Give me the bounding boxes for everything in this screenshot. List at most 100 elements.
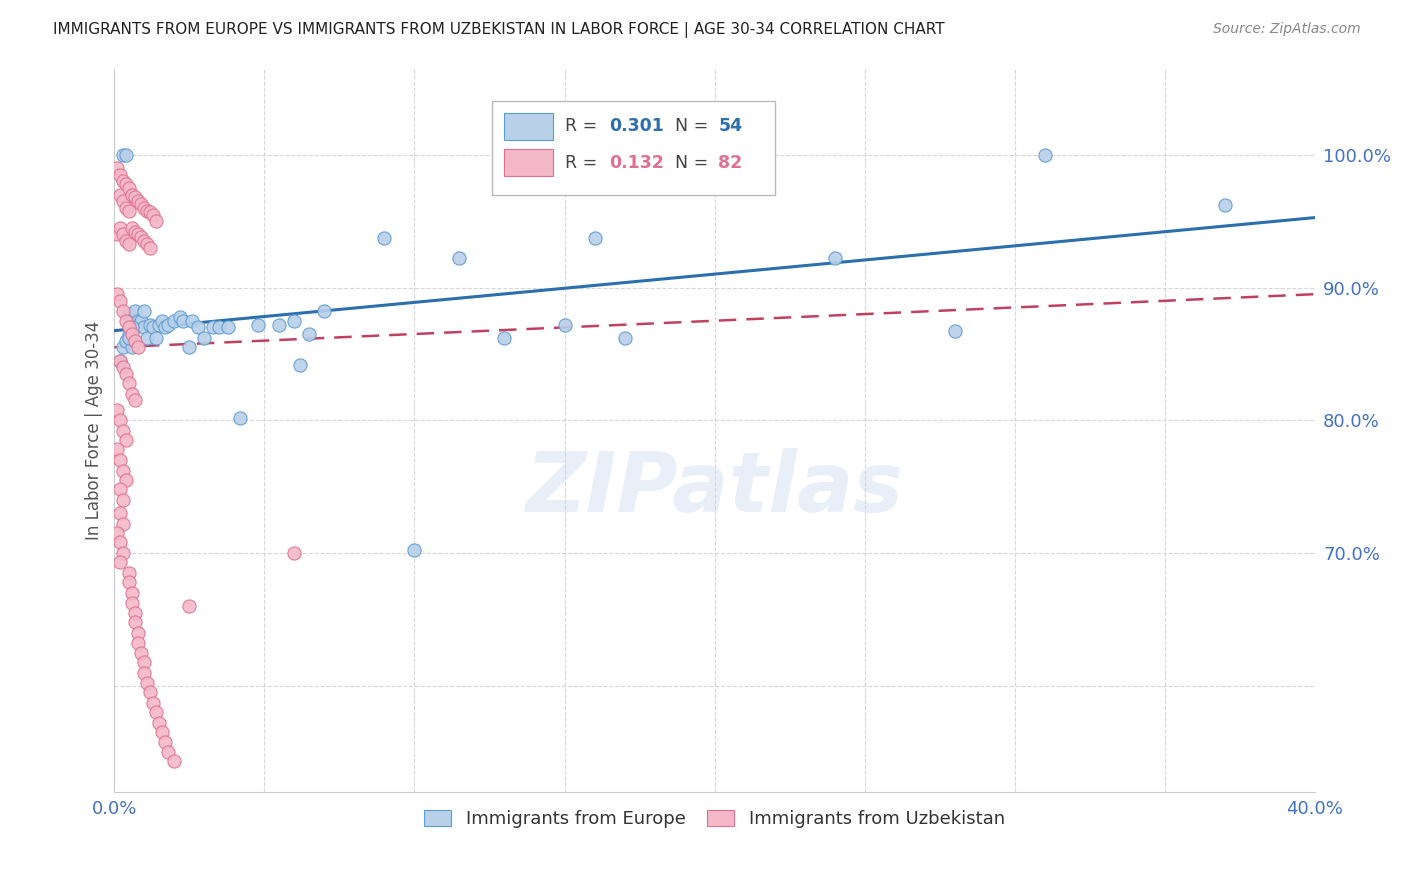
Point [314, 304, 336, 318]
Point [142, 696, 165, 710]
Point [134, 201, 156, 215]
Point [115, 334, 138, 348]
Point [112, 194, 135, 209]
Point [124, 615, 146, 629]
Point [115, 434, 138, 448]
Point [613, 331, 636, 345]
Point [118, 307, 141, 321]
Point [112, 304, 135, 318]
Point [169, 310, 191, 324]
Point [127, 636, 149, 650]
Point [118, 376, 141, 391]
Point [112, 516, 135, 531]
Point [134, 665, 156, 680]
Point [112, 148, 135, 162]
Point [152, 725, 174, 739]
Point [112, 174, 135, 188]
Y-axis label: In Labor Force | Age 30-34: In Labor Force | Age 30-34 [86, 320, 103, 540]
Point [1033, 148, 1056, 162]
Point [118, 320, 141, 334]
Point [107, 442, 129, 457]
Point [107, 161, 129, 175]
Text: IMMIGRANTS FROM EUROPE VS IMMIGRANTS FROM UZBEKISTAN IN LABOR FORCE | AGE 30-34 : IMMIGRANTS FROM EUROPE VS IMMIGRANTS FRO… [53, 22, 945, 38]
Point [112, 424, 135, 438]
Point [553, 318, 575, 332]
Point [283, 546, 305, 560]
Point [127, 227, 149, 242]
Legend: Immigrants from Europe, Immigrants from Uzbekistan: Immigrants from Europe, Immigrants from … [418, 802, 1012, 835]
Point [157, 745, 180, 759]
Point [112, 227, 135, 242]
Point [134, 234, 156, 248]
Point [131, 314, 153, 328]
Point [110, 535, 132, 549]
Point [112, 464, 135, 478]
Point [107, 227, 129, 242]
Point [118, 326, 141, 341]
FancyBboxPatch shape [492, 101, 775, 195]
Text: ZIPatlas: ZIPatlas [526, 448, 904, 529]
Point [124, 606, 146, 620]
Point [404, 543, 426, 558]
Point [121, 586, 143, 600]
Point [124, 304, 146, 318]
Point [118, 203, 141, 218]
Point [127, 340, 149, 354]
Point [124, 225, 146, 239]
Point [115, 148, 138, 162]
Point [139, 205, 162, 219]
Point [121, 597, 143, 611]
Point [110, 453, 132, 467]
Point [118, 331, 141, 345]
Point [298, 326, 321, 341]
Text: R =: R = [564, 153, 602, 171]
Text: 0.132: 0.132 [609, 153, 664, 171]
Point [127, 625, 149, 640]
Text: N =: N = [675, 153, 714, 171]
Point [115, 234, 138, 248]
Point [193, 331, 215, 345]
Point [142, 208, 165, 222]
Point [121, 340, 143, 354]
Point [290, 358, 312, 372]
Point [163, 314, 186, 328]
Point [121, 314, 143, 328]
Point [112, 546, 135, 560]
Point [229, 410, 252, 425]
Point [494, 331, 516, 345]
Point [118, 236, 141, 251]
Point [127, 194, 149, 209]
Point [139, 318, 162, 332]
Point [283, 314, 305, 328]
Point [121, 386, 143, 401]
Point [449, 252, 471, 266]
Point [583, 231, 606, 245]
Point [145, 706, 167, 720]
Point [110, 506, 132, 520]
Point [136, 236, 159, 251]
Point [943, 324, 966, 338]
Point [115, 367, 138, 381]
Point [136, 676, 159, 690]
Point [202, 320, 225, 334]
Point [148, 318, 170, 332]
Point [142, 320, 165, 334]
FancyBboxPatch shape [505, 112, 553, 140]
Point [127, 314, 149, 328]
Point [115, 201, 138, 215]
Point [110, 483, 132, 497]
Point [703, 148, 725, 162]
Text: 0.301: 0.301 [609, 118, 664, 136]
Text: 82: 82 [718, 153, 742, 171]
Point [115, 314, 138, 328]
Point [208, 320, 231, 334]
Point [107, 287, 129, 301]
Point [148, 715, 170, 730]
Point [217, 320, 239, 334]
Point [152, 314, 174, 328]
Point [157, 318, 180, 332]
Point [187, 320, 209, 334]
Point [134, 304, 156, 318]
Point [269, 318, 291, 332]
Point [110, 413, 132, 427]
